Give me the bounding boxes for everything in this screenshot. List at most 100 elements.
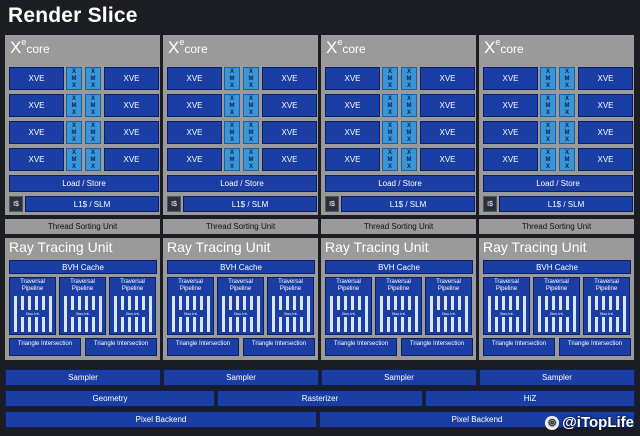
- bvh-cache: BVH Cache: [325, 260, 473, 274]
- xve-row: XVE X M X X M X XVE: [325, 121, 475, 144]
- pipeline-lane: [222, 296, 225, 332]
- xve-block: XVE: [578, 121, 633, 144]
- box-intersection: Box Int.: [434, 310, 464, 317]
- bvh-cache: BVH Cache: [167, 260, 315, 274]
- xve-block: XVE: [483, 94, 538, 117]
- xve-block: XVE: [325, 148, 380, 171]
- traversal-pipeline: Traversal Pipeline Box Int.: [217, 277, 264, 335]
- render-slice-column: Xecore XVE X M X X M X XVE XVE X M X X M X XVE XVE X M X X M X X…: [321, 35, 476, 360]
- xe-core-label: Xecore: [326, 37, 366, 57]
- traversal-pipeline: Traversal Pipeline Box Int.: [425, 277, 472, 335]
- xve-block: XVE: [9, 67, 64, 90]
- xve-row: XVE X M X X M X XVE: [9, 67, 159, 90]
- hiz-block: HiZ: [425, 390, 635, 407]
- pipeline-label: Traversal Pipeline: [386, 279, 411, 292]
- pipeline-label: Traversal Pipeline: [278, 279, 303, 292]
- pipeline-label: Traversal Pipeline: [436, 279, 461, 292]
- xve-block: XVE: [104, 67, 159, 90]
- triangle-intersection: Triangle Intersection: [167, 338, 239, 356]
- xve-block: XVE: [104, 148, 159, 171]
- triangle-intersection: Triangle Intersection: [401, 338, 473, 356]
- pipeline-lane: [415, 296, 418, 332]
- pipeline-lane: [114, 296, 117, 332]
- xve-row: XVE X M X X M X XVE: [325, 94, 475, 117]
- l1-slm-block: L1$ / SLM: [499, 196, 633, 212]
- pipeline-lane: [380, 296, 383, 332]
- xve-block: XVE: [9, 121, 64, 144]
- bvh-cache: BVH Cache: [9, 260, 157, 274]
- xve-block: XVE: [420, 148, 475, 171]
- xve-block: XVE: [262, 121, 317, 144]
- triangle-intersection: Triangle Intersection: [9, 338, 81, 356]
- xe-core: Xecore XVE X M X X M X XVE XVE X M X X M X XVE XVE X M X X M X X…: [479, 35, 634, 215]
- xe-core: Xecore XVE X M X X M X XVE XVE X M X X M X XVE XVE X M X X M X X…: [321, 35, 476, 215]
- xve-block: XVE: [9, 148, 64, 171]
- watermark-text: @iTopLife: [562, 414, 634, 431]
- xve-block: XVE: [420, 67, 475, 90]
- traversal-pipeline: Traversal Pipeline Box Int.: [375, 277, 422, 335]
- pipeline-label: Traversal Pipeline: [336, 279, 361, 292]
- xve-block: XVE: [420, 94, 475, 117]
- xve-block: XVE: [483, 121, 538, 144]
- traversal-pipeline: Traversal Pipeline Box Int.: [583, 277, 630, 335]
- xve-block: XVE: [325, 121, 380, 144]
- pipeline-label: Traversal Pipeline: [544, 279, 569, 292]
- traversal-pipeline: Traversal Pipeline Box Int.: [533, 277, 580, 335]
- xve-block: XVE: [420, 121, 475, 144]
- ray-tracing-unit: Ray Tracing Unit BVH Cache Traversal Pipel…: [479, 238, 634, 360]
- xve-row: XVE X M X X M X XVE: [483, 67, 633, 90]
- pipeline-lane: [149, 296, 152, 332]
- instruction-cache: I$: [167, 196, 181, 212]
- xve-block: XVE: [104, 121, 159, 144]
- xe-core: Xecore XVE X M X X M X XVE XVE X M X X M X XVE XVE X M X X M X X…: [5, 35, 160, 215]
- xe-core: Xecore XVE X M X X M X XVE XVE X M X X M X XVE XVE X M X X M X X…: [163, 35, 318, 215]
- triangle-intersection: Triangle Intersection: [85, 338, 157, 356]
- xve-row: XVE X M X X M X XVE: [483, 148, 633, 171]
- triangle-intersection: Triangle Intersection: [325, 338, 397, 356]
- box-intersection: Box Int.: [176, 310, 206, 317]
- pipeline-lane: [430, 296, 433, 332]
- xe-core-label: Xecore: [484, 37, 524, 57]
- thread-sorting-unit: Thread Sorting Unit: [5, 219, 160, 234]
- pipeline-lane: [99, 296, 102, 332]
- pixel-backend-block: Pixel Backend: [5, 411, 317, 428]
- rtu-title: Ray Tracing Unit: [9, 239, 113, 255]
- ray-tracing-unit: Ray Tracing Unit BVH Cache Traversal Pipel…: [163, 238, 318, 360]
- xve-row: XVE X M X X M X XVE: [483, 121, 633, 144]
- pipeline-lane: [49, 296, 52, 332]
- pipeline-lane: [307, 296, 310, 332]
- xve-row: XVE X M X X M X XVE: [167, 94, 317, 117]
- pipeline-lane: [207, 296, 210, 332]
- pipeline-lane: [488, 296, 491, 332]
- xve-block: XVE: [578, 94, 633, 117]
- box-intersection: Box Int.: [118, 310, 148, 317]
- xve-block: XVE: [167, 121, 222, 144]
- pipeline-lane: [538, 296, 541, 332]
- sampler-block: Sampler: [479, 369, 635, 386]
- instruction-cache: I$: [325, 196, 339, 212]
- xve-row: XVE X M X X M X XVE: [9, 94, 159, 117]
- box-intersection: Box Int.: [68, 310, 98, 317]
- ray-tracing-unit: Ray Tracing Unit BVH Cache Traversal Pipel…: [321, 238, 476, 360]
- xve-block: XVE: [167, 67, 222, 90]
- pipeline-lane: [365, 296, 368, 332]
- pipeline-lane: [172, 296, 175, 332]
- xe-core-label: Xecore: [10, 37, 50, 57]
- pipeline-lane: [257, 296, 260, 332]
- xve-row: XVE X M X X M X XVE: [167, 121, 317, 144]
